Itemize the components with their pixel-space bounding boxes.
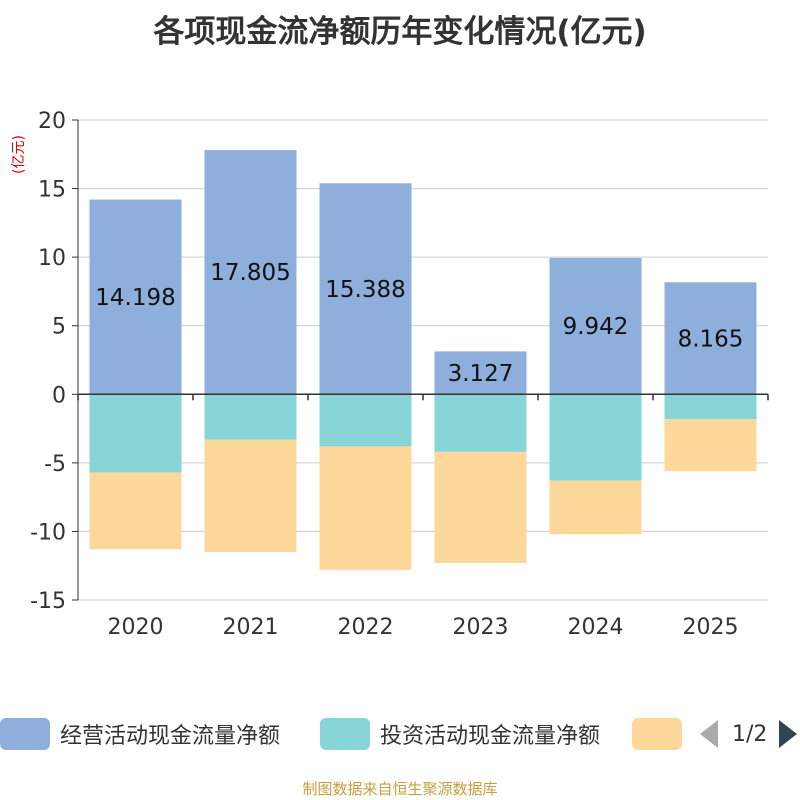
bar-operating-2023[interactable] [434, 351, 527, 395]
legend-item-operating[interactable]: 经营活动现金流量净额 [0, 718, 280, 750]
x-tick-label: 2024 [568, 615, 624, 640]
data-label-operating-2023: 3.127 [448, 361, 514, 387]
bar-financing-2022[interactable] [319, 446, 412, 570]
legend-pager: 1/2 [700, 718, 798, 750]
bar-investing-2025[interactable] [664, 394, 757, 419]
x-tick-label: 2023 [453, 615, 509, 640]
y-tick-label: -15 [30, 589, 66, 614]
bar-financing-2020[interactable] [89, 472, 182, 550]
legend-item-investing[interactable]: 投资活动现金流量净额 [320, 718, 600, 750]
y-tick-label: 15 [38, 178, 66, 203]
legend-label-investing: 投资活动现金流量净额 [380, 724, 601, 749]
legend-label-operating: 经营活动现金流量净额 [60, 724, 281, 749]
legend: 经营活动现金流量净额 投资活动现金流量净额 1/2 [0, 712, 800, 758]
x-tick-label: 2025 [683, 615, 739, 640]
data-label-operating-2025: 8.165 [678, 326, 744, 352]
y-tick-label: 20 [38, 109, 66, 134]
legend-prev-page-icon[interactable] [700, 720, 718, 748]
legend-item-financing[interactable] [632, 718, 692, 750]
bar-financing-2023[interactable] [434, 451, 527, 563]
x-tick-label: 2021 [223, 615, 279, 640]
bar-investing-2024[interactable] [549, 394, 642, 481]
bar-investing-2023[interactable] [434, 394, 527, 452]
x-tick-label: 2022 [338, 615, 394, 640]
x-tick-label: 2020 [108, 615, 164, 640]
bar-operating-2020[interactable] [89, 199, 182, 395]
data-label-operating-2024: 9.942 [563, 314, 629, 340]
bar-operating-2024[interactable] [549, 257, 642, 395]
y-tick-label: -10 [30, 520, 66, 545]
data-source-note: 制图数据来自恒生聚源数据库 [302, 780, 498, 798]
y-tick-label: 10 [38, 246, 66, 271]
bar-investing-2021[interactable] [204, 394, 297, 440]
y-tick-label: 5 [52, 315, 66, 340]
chart-title: 各项现金流净额历年变化情况(亿元) [153, 14, 647, 50]
legend-next-page-icon[interactable] [779, 720, 798, 748]
y-tick-label: -5 [44, 452, 66, 477]
legend-page-indicator: 1/2 [732, 721, 768, 747]
data-label-operating-2021: 17.805 [210, 260, 290, 286]
data-label-operating-2020: 14.198 [95, 285, 175, 311]
bar-operating-2022[interactable] [319, 183, 412, 395]
legend-swatch-operating [0, 718, 50, 750]
bar-investing-2020[interactable] [89, 394, 182, 473]
bar-financing-2021[interactable] [204, 439, 297, 552]
legend-swatch-investing [320, 718, 370, 750]
bar-operating-2025[interactable] [664, 282, 757, 395]
chart-plot-area: 20 15 10 5 0 -5 -10 -15 14.198 17.805 15.388 3.127 9… [30, 109, 769, 640]
data-label-operating-2022: 15.388 [325, 277, 405, 303]
legend-swatch-financing [632, 718, 682, 750]
bar-investing-2022[interactable] [319, 394, 412, 447]
y-tick-label: 0 [52, 383, 66, 408]
bar-financing-2024[interactable] [549, 480, 642, 535]
bar-financing-2025[interactable] [664, 418, 757, 472]
bar-operating-2021[interactable] [204, 150, 297, 395]
